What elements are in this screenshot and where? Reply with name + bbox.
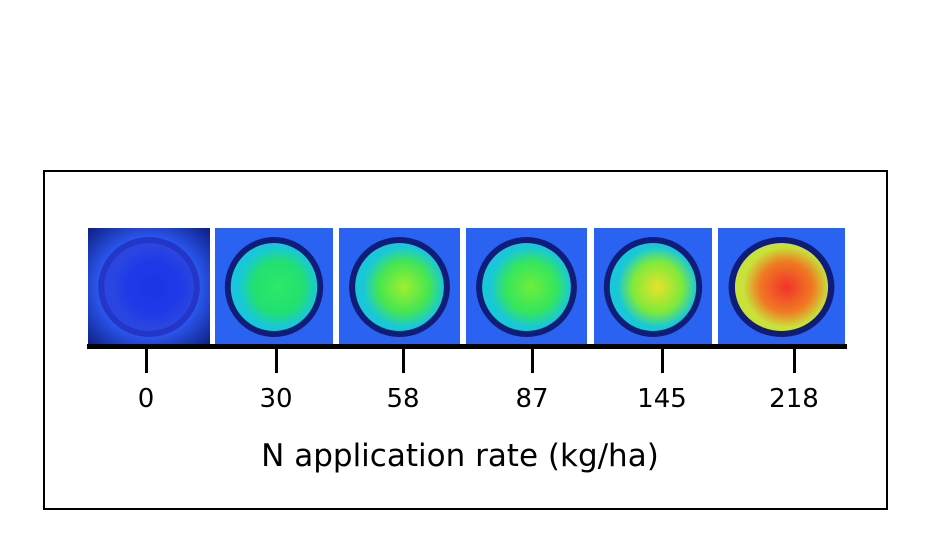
sample-image-30 <box>215 228 333 346</box>
fluorescence-disc <box>104 243 194 331</box>
figure-frame <box>43 170 888 510</box>
x-tick-label: 58 <box>386 384 420 414</box>
sample-image-58 <box>339 228 460 346</box>
sample-image-87 <box>466 228 587 346</box>
x-tick-30 <box>275 349 278 373</box>
fluorescence-disc <box>482 243 571 331</box>
x-tick-label: 218 <box>769 384 819 414</box>
fluorescence-disc <box>355 243 444 331</box>
fluorescence-disc <box>230 243 318 331</box>
x-axis-label: N application rate (kg/ha) <box>261 438 659 474</box>
x-axis-line <box>87 344 847 349</box>
sample-image-145 <box>594 228 712 346</box>
sample-image-218 <box>718 228 845 346</box>
fluorescence-disc <box>734 243 829 331</box>
x-tick-label: 30 <box>259 384 293 414</box>
x-tick-label: 145 <box>637 384 687 414</box>
x-tick-0 <box>145 349 148 373</box>
x-tick-145 <box>661 349 664 373</box>
fluorescence-disc <box>609 243 697 331</box>
x-tick-label: 87 <box>515 384 549 414</box>
x-tick-label: 0 <box>137 384 155 414</box>
x-tick-87 <box>531 349 534 373</box>
x-tick-218 <box>793 349 796 373</box>
x-tick-58 <box>402 349 405 373</box>
sample-image-0 <box>88 228 210 346</box>
